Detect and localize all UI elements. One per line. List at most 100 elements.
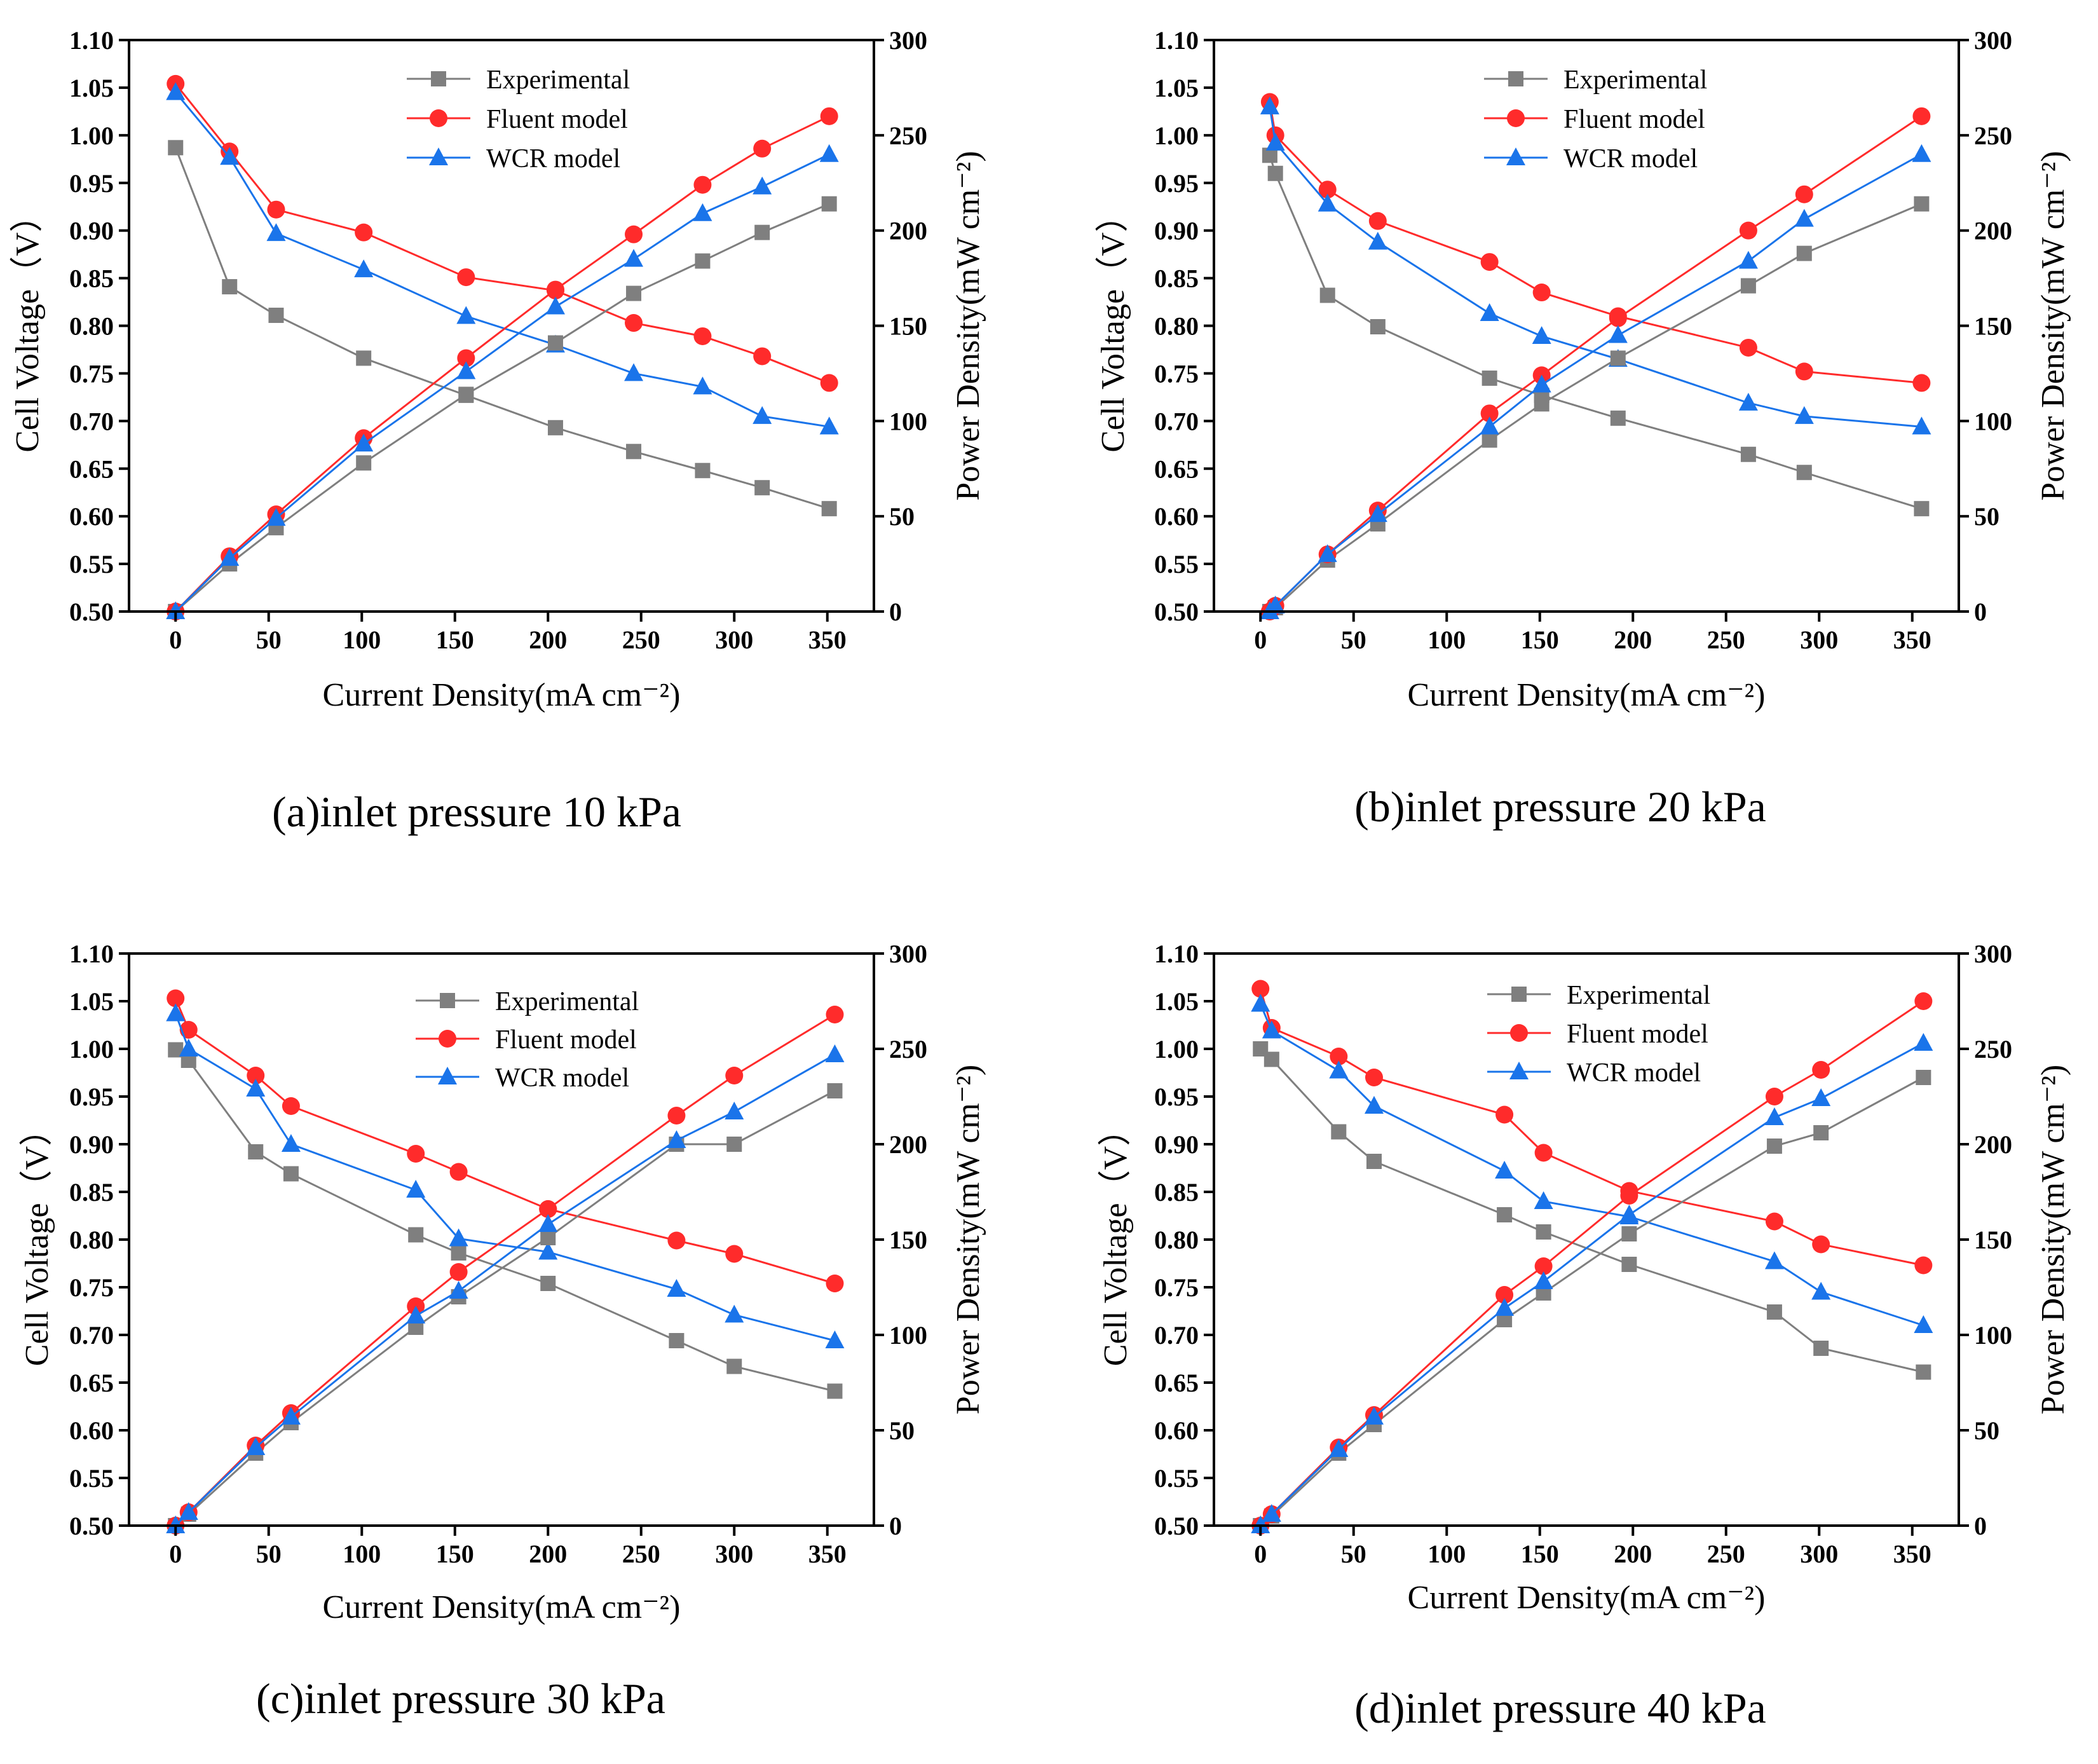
- legend-marker: [1508, 71, 1523, 86]
- data-point-wcr-model-power: [725, 1102, 744, 1119]
- x-tick-label: 350: [1893, 1540, 1931, 1568]
- data-point-experimental-voltage: [626, 444, 642, 460]
- legend-item-fluent-model: Fluent model: [1487, 1020, 1708, 1049]
- data-point-wcr-model-power: [1811, 1088, 1831, 1106]
- data-point-fluent-model-voltage: [282, 1097, 300, 1115]
- data-point-wcr-model-voltage: [693, 376, 712, 395]
- y-tick-label: 0.75: [69, 1273, 114, 1302]
- y-tick-label: 0.70: [1154, 1321, 1199, 1350]
- data-point-wcr-model-power: [1914, 1033, 1933, 1051]
- data-point-experimental-power: [1766, 1138, 1782, 1154]
- series-line-experimental-voltage: [175, 1049, 835, 1392]
- y-tick-label: 0.65: [69, 455, 114, 483]
- legend-marker: [429, 147, 448, 165]
- y-tick-label: 0.90: [1154, 1130, 1199, 1159]
- data-point-wcr-model-power: [179, 1502, 198, 1520]
- y-axis-title: Cell Voltage（V）: [19, 1113, 55, 1366]
- data-point-experimental-voltage: [451, 1245, 467, 1261]
- chart-panel-b: 0 50 100 150 200 250 300 350 0.50 0.55 0.60 0.65 0.7…: [1095, 26, 2071, 831]
- legend-item-wcr-model: WCR model: [416, 1063, 629, 1093]
- data-point-experimental-power: [1813, 1125, 1829, 1140]
- y-tick-label: 0.75: [69, 359, 114, 388]
- data-point-wcr-model-power: [545, 296, 565, 315]
- x-tick-label: 200: [529, 1540, 567, 1568]
- y2-tick-label: 50: [889, 1416, 915, 1445]
- data-point-experimental-power: [821, 196, 837, 212]
- y-tick-label: 1.05: [69, 74, 114, 102]
- data-point-experimental-voltage: [356, 350, 372, 366]
- data-point-wcr-model-voltage: [166, 82, 186, 100]
- y-tick-label: 0.85: [69, 1178, 114, 1207]
- data-point-experimental-power: [1621, 1226, 1637, 1241]
- data-point-fluent-model-voltage: [725, 1245, 744, 1263]
- data-point-fluent-model-power: [1795, 185, 1813, 203]
- y-tick-label: 1.10: [1154, 26, 1199, 55]
- y-tick-label: 1.00: [69, 1035, 114, 1063]
- data-point-wcr-model-voltage: [354, 259, 374, 278]
- y2-tick-label: 300: [889, 940, 927, 968]
- data-point-experimental-voltage: [726, 1358, 742, 1374]
- data-point-wcr-model-voltage: [166, 1003, 186, 1022]
- data-point-wcr-model-voltage: [1738, 392, 1758, 411]
- data-point-wcr-model-power: [1480, 416, 1499, 435]
- data-point-wcr-model-voltage: [1364, 1096, 1384, 1114]
- data-point-wcr-model-voltage: [456, 306, 476, 324]
- data-point-wcr-model-power: [1329, 1439, 1349, 1457]
- data-point-experimental-voltage: [248, 1144, 264, 1159]
- y2-axis-title: Power Density(mW cm⁻²): [2035, 1065, 2071, 1414]
- series-line-fluent-model-voltage: [175, 83, 830, 384]
- data-point-fluent-model-voltage: [625, 314, 643, 332]
- y-tick-label: 1.10: [1154, 940, 1199, 968]
- y2-tick-label: 200: [889, 1130, 927, 1159]
- legend-label: Fluent model: [486, 105, 628, 134]
- legend-item-fluent-model: Fluent model: [407, 105, 628, 134]
- data-point-fluent-model-voltage: [167, 989, 185, 1008]
- y2-tick-label: 0: [1974, 1512, 1987, 1540]
- y-tick-label: 0.50: [1154, 598, 1199, 626]
- data-point-fluent-model-power: [1609, 309, 1627, 327]
- legend-label: WCR model: [495, 1063, 629, 1093]
- y-tick-label: 1.00: [1154, 121, 1199, 150]
- data-point-fluent-model-power: [826, 1006, 844, 1023]
- data-point-experimental-power: [1796, 245, 1812, 261]
- legend-item-wcr-model: WCR model: [1484, 144, 1698, 174]
- x-axis-title: Current Density(mA cm⁻²): [1408, 1580, 1766, 1616]
- y-tick-label: 1.10: [69, 940, 114, 968]
- data-point-experimental-voltage: [1536, 1224, 1551, 1240]
- x-tick-label: 50: [256, 1540, 282, 1568]
- y-tick-label: 0.50: [69, 598, 114, 626]
- data-point-fluent-model-voltage: [457, 268, 475, 287]
- y-tick-label: 0.95: [69, 169, 114, 198]
- data-point-experimental-power: [1610, 350, 1626, 366]
- data-point-experimental-voltage: [222, 279, 238, 295]
- legend-item-experimental: Experimental: [416, 987, 639, 1016]
- x-tick-label: 50: [256, 626, 282, 654]
- panel-caption: (d)inlet pressure 40 kPa: [1354, 1684, 1766, 1732]
- data-point-experimental-power: [695, 253, 711, 269]
- legend-marker: [440, 993, 455, 1008]
- series-line-wcr-model-voltage: [1269, 106, 1922, 428]
- data-point-wcr-model-voltage: [179, 1039, 198, 1056]
- data-point-wcr-model-power: [1738, 250, 1758, 269]
- data-point-wcr-model-voltage: [1495, 1161, 1515, 1179]
- data-point-experimental-voltage: [1370, 318, 1386, 334]
- x-tick-label: 250: [1707, 1540, 1745, 1568]
- y-tick-label: 0.95: [69, 1083, 114, 1111]
- y2-tick-label: 50: [889, 502, 915, 531]
- data-point-wcr-model-voltage: [1532, 325, 1551, 344]
- data-point-wcr-model-voltage: [220, 147, 240, 165]
- data-point-wcr-model-power: [1619, 1205, 1639, 1222]
- data-point-fluent-model-power: [667, 1107, 686, 1125]
- data-point-experimental-power: [1914, 196, 1930, 212]
- data-point-wcr-model-voltage: [1914, 1315, 1933, 1333]
- y2-tick-label: 0: [889, 598, 902, 626]
- y2-tick-label: 150: [1974, 312, 2012, 341]
- legend-item-fluent-model: Fluent model: [416, 1025, 637, 1055]
- x-tick-label: 0: [169, 626, 182, 654]
- data-point-wcr-model-power: [667, 1130, 686, 1148]
- data-point-wcr-model-voltage: [819, 416, 839, 435]
- data-point-wcr-model-power: [449, 1281, 468, 1299]
- data-point-experimental-voltage: [268, 308, 284, 324]
- series-line-fluent-model-voltage: [174, 997, 835, 1285]
- y-tick-label: 0.55: [1154, 1464, 1199, 1493]
